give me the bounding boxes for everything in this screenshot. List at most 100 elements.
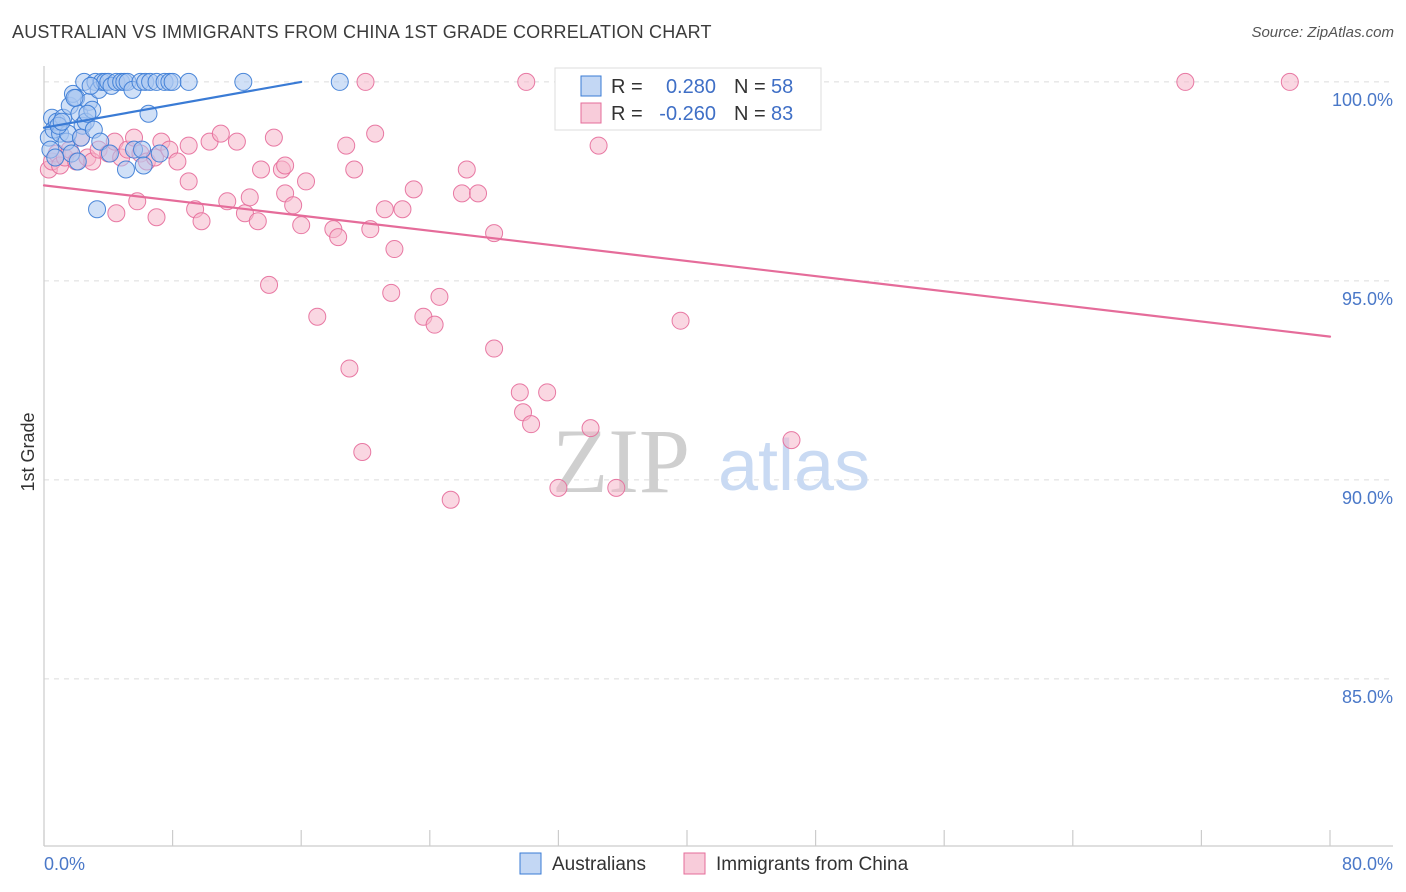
point-immigrants-from-china: [510, 383, 529, 402]
legend-n-value-1: 58: [771, 76, 793, 98]
point-immigrants-from-china: [425, 315, 444, 334]
point-immigrants-from-china: [452, 184, 471, 203]
legend-r-value-1: 0.280: [666, 76, 716, 98]
legend-swatch-blue: [580, 75, 602, 97]
point-immigrants-from-china: [485, 339, 504, 358]
point-immigrants-from-china: [179, 136, 198, 155]
point-immigrants-from-china: [179, 172, 198, 191]
legend-n-label-1: N =: [734, 76, 766, 98]
correlation-legend: R = 0.280 N = 58 R = -0.260 N = 83: [554, 67, 822, 131]
grid-lines: [44, 81, 1393, 680]
point-immigrants-from-china: [375, 200, 394, 219]
point-australians: [330, 72, 349, 91]
point-immigrants-from-china: [284, 196, 303, 215]
trendline-australians: [42, 80, 303, 129]
point-immigrants-from-china: [292, 216, 311, 235]
chart-source: Source: ZipAtlas.com: [1251, 24, 1394, 41]
point-immigrants-from-china: [211, 124, 230, 143]
y-tick-label-100: 100.0%: [1332, 90, 1393, 110]
x-tick-labels: 0.0% 80.0%: [44, 854, 1393, 874]
point-immigrants-from-china: [329, 228, 348, 247]
point-australians: [65, 88, 84, 107]
point-immigrants-from-china: [782, 431, 801, 450]
legend-r-label-2: R =: [611, 103, 643, 125]
point-australians: [116, 160, 135, 179]
trendlines: [42, 80, 1332, 338]
point-immigrants-from-china: [382, 283, 401, 302]
point-immigrants-from-china: [538, 383, 557, 402]
point-australians: [91, 132, 110, 151]
point-immigrants-from-china: [469, 184, 488, 203]
point-immigrants-from-china: [297, 172, 316, 191]
point-australians: [234, 72, 253, 91]
point-immigrants-from-china: [260, 275, 279, 294]
point-immigrants-from-china: [607, 478, 626, 497]
y-tick-labels: 85.0% 90.0% 95.0% 100.0%: [1332, 90, 1393, 707]
point-immigrants-from-china: [522, 415, 541, 434]
legend-n-value-2: 83: [771, 103, 793, 125]
point-australians: [134, 156, 153, 175]
legend-swatch-australians: [519, 852, 542, 875]
x-tick-label-min: 0.0%: [44, 854, 85, 874]
point-immigrants-from-china: [441, 490, 460, 509]
point-australians: [88, 200, 107, 219]
y-tick-label-85: 85.0%: [1342, 687, 1393, 707]
point-immigrants-from-china: [340, 359, 359, 378]
point-immigrants-from-china: [581, 419, 600, 438]
legend-swatch-immigrants: [683, 852, 706, 875]
point-immigrants-from-china: [240, 188, 259, 207]
watermark-zip: ZIP: [552, 410, 690, 512]
point-immigrants-from-china: [107, 204, 126, 223]
y-tick-label-95: 95.0%: [1342, 289, 1393, 309]
point-australians: [179, 72, 198, 91]
point-immigrants-from-china: [385, 240, 404, 259]
y-axis-label: 1st Grade: [18, 412, 38, 491]
point-immigrants-from-china: [276, 156, 295, 175]
point-immigrants-from-china: [430, 287, 449, 306]
legend-swatch-pink: [580, 102, 602, 124]
point-immigrants-from-china: [337, 136, 356, 155]
point-immigrants-from-china: [1280, 72, 1299, 91]
point-immigrants-from-china: [589, 136, 608, 155]
point-immigrants-from-china: [404, 180, 423, 199]
point-australians: [133, 140, 152, 159]
legend-label-australians: Australians: [552, 854, 646, 875]
point-immigrants-from-china: [248, 212, 267, 231]
point-immigrants-from-china: [366, 124, 385, 143]
point-immigrants-from-china: [192, 212, 211, 231]
watermark: ZIP atlas: [552, 410, 870, 512]
point-australians: [78, 104, 97, 123]
point-immigrants-from-china: [353, 443, 372, 462]
point-immigrants-from-china: [671, 311, 690, 330]
legend-label-immigrants: Immigrants from China: [716, 854, 909, 875]
point-immigrants-from-china: [517, 72, 536, 91]
point-australians: [68, 152, 87, 171]
trendline-immigrants-from-china: [42, 184, 1332, 338]
x-tick-label-max: 80.0%: [1342, 854, 1393, 874]
y-tick-label-90: 90.0%: [1342, 488, 1393, 508]
point-australians: [150, 144, 169, 163]
point-australians: [71, 128, 90, 147]
point-immigrants-from-china: [308, 307, 327, 326]
point-immigrants-from-china: [549, 478, 568, 497]
chart-title: AUSTRALIAN VS IMMIGRANTS FROM CHINA 1ST …: [12, 22, 712, 42]
legend-r-value-2: -0.260: [659, 103, 716, 125]
point-australians: [46, 148, 65, 167]
point-immigrants-from-china: [393, 200, 412, 219]
legend-r-label-1: R =: [611, 76, 643, 98]
legend-n-label-2: N =: [734, 103, 766, 125]
point-australians: [81, 76, 100, 95]
point-immigrants-from-china: [168, 152, 187, 171]
point-australians: [163, 72, 182, 91]
axes: [43, 66, 1393, 847]
point-immigrants-from-china: [345, 160, 364, 179]
point-australians: [100, 144, 119, 163]
point-immigrants-from-china: [147, 208, 166, 227]
point-immigrants-from-china: [356, 72, 375, 91]
point-immigrants-from-china: [1176, 72, 1195, 91]
point-australians: [52, 112, 71, 131]
point-immigrants-from-china: [264, 128, 283, 147]
series-legend: Australians Immigrants from China: [519, 852, 909, 875]
point-immigrants-from-china: [227, 132, 246, 151]
